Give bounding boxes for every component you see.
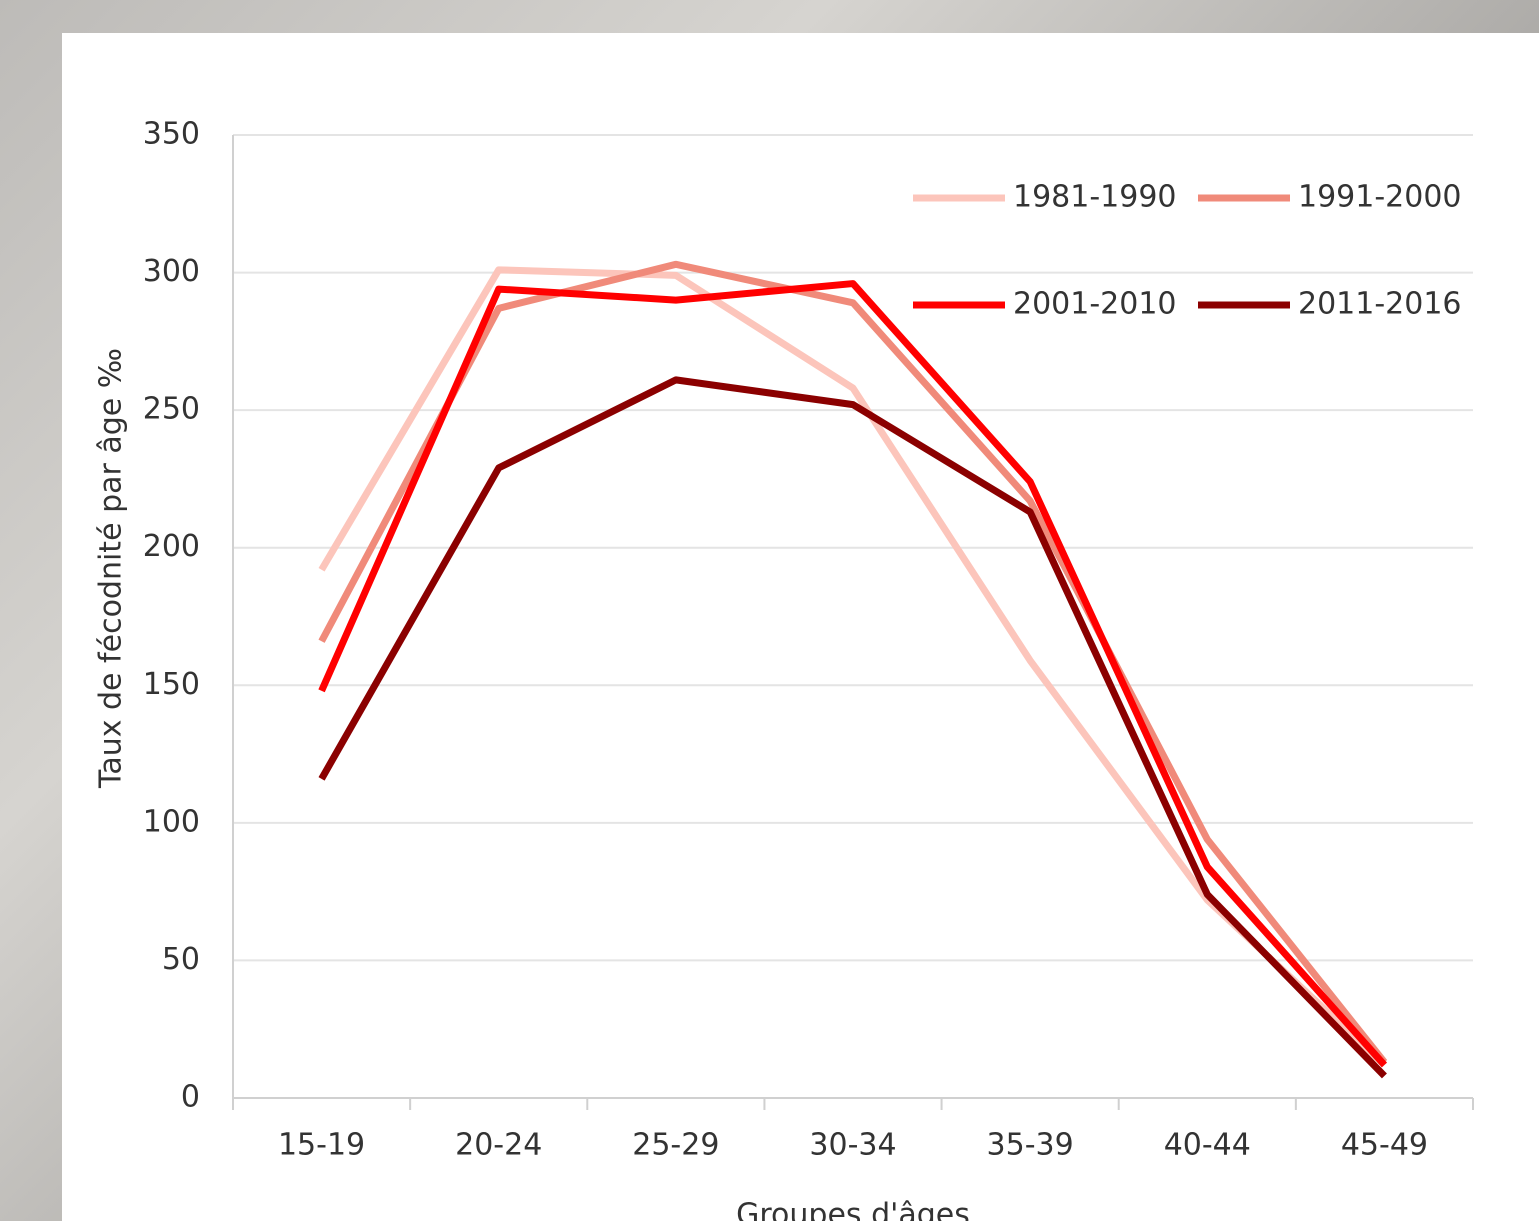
x-tick-label: 45-49 bbox=[1341, 1128, 1428, 1163]
x-tick-label: 35-39 bbox=[987, 1128, 1074, 1163]
series-line bbox=[318, 376, 1387, 1079]
x-tick-label: 25-29 bbox=[632, 1128, 719, 1163]
chart-panel bbox=[62, 33, 1539, 1221]
y-tick-label: 350 bbox=[143, 117, 200, 152]
y-tick-label: 300 bbox=[143, 254, 200, 289]
y-tick-label: 100 bbox=[143, 804, 200, 839]
y-tick-label: 200 bbox=[143, 529, 200, 564]
y-axis-label: Taux de fécodnité par âge ‰ bbox=[94, 348, 129, 789]
x-tick-label: 15-19 bbox=[278, 1128, 365, 1163]
x-tick-label: 40-44 bbox=[1164, 1128, 1251, 1163]
x-axis-label: Groupes d'âges bbox=[736, 1198, 970, 1221]
series-line bbox=[318, 260, 1388, 1065]
y-tick-label: 150 bbox=[143, 667, 200, 702]
y-tick-label: 50 bbox=[162, 942, 200, 977]
y-tick-label: 0 bbox=[181, 1080, 200, 1115]
legend-label: 2011-2016 bbox=[1298, 287, 1462, 322]
y-tick-label: 250 bbox=[143, 392, 200, 427]
x-tick-label: 30-34 bbox=[809, 1128, 896, 1163]
legend-label: 2001-2010 bbox=[1013, 287, 1177, 322]
x-tick-label: 20-24 bbox=[455, 1128, 542, 1163]
series-line bbox=[318, 280, 1388, 1068]
series-line bbox=[318, 266, 1387, 1068]
legend-label: 1991-2000 bbox=[1298, 180, 1462, 215]
legend-label: 1981-1990 bbox=[1013, 180, 1177, 215]
